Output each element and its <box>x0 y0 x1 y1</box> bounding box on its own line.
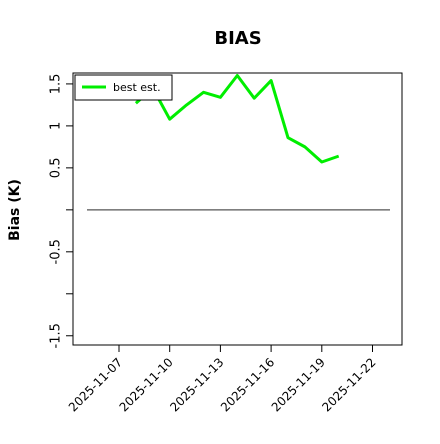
legend-label: best est. <box>113 81 161 94</box>
y-tick-label: 0.5 <box>49 158 64 179</box>
y-tick-label: 1.5 <box>49 74 64 95</box>
series-line <box>134 74 340 164</box>
y-tick-label: 1 <box>49 122 64 130</box>
chart-title: BIAS <box>214 28 261 49</box>
y-tick-label: -1.5 <box>49 323 64 348</box>
y-tick-label: -0.5 <box>49 239 64 264</box>
x-tick-label: 2025-11-22 <box>319 355 378 414</box>
plot-frame <box>72 72 403 346</box>
y-axis-label: Bias (K) <box>7 179 23 241</box>
